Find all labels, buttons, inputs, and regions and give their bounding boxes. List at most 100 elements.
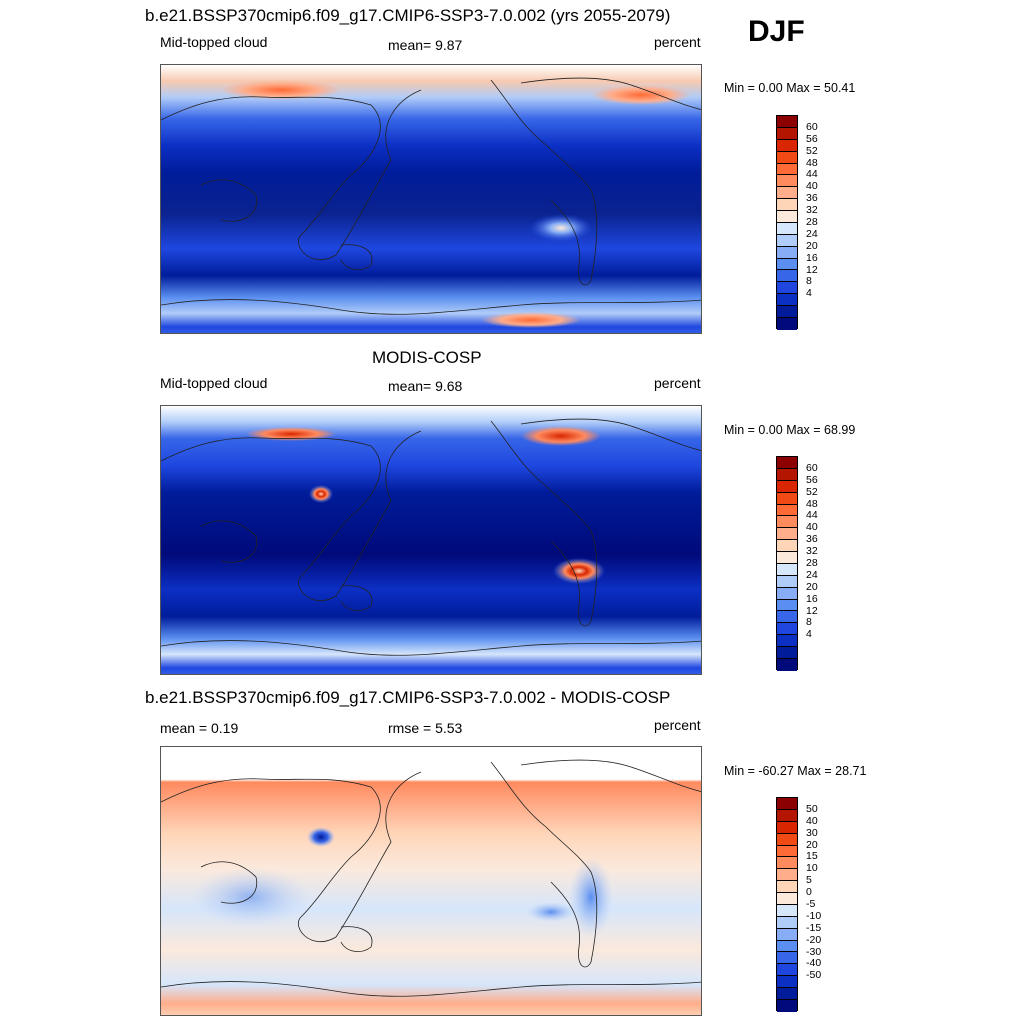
colorbar-swatch [777,964,797,977]
panel-2-minmax: Min = 0.00 Max = 68.99 [724,423,856,437]
colorbar-swatch [777,809,797,822]
colorbar-tick-label: 52 [806,144,818,157]
colorbar-tick-label: 5 [806,874,812,887]
colorbar-swatch [777,647,797,659]
colorbar-swatch [777,468,797,481]
colorbar-tick-label: 16 [806,251,818,264]
coastlines [161,418,701,656]
panel-3-map [160,746,702,1016]
colorbar-swatch [777,599,797,612]
colorbar-swatch [777,999,797,1012]
colorbar-tick-label: 12 [806,604,818,617]
colorbar-swatch [777,611,797,624]
colorbar-tick-label: 44 [806,509,818,522]
colorbar-tick-label: -40 [806,957,822,970]
colorbar-swatch [777,869,797,882]
colorbar-swatch [777,540,797,552]
colorbar-swatch [777,821,797,834]
colorbar-swatch [777,294,797,306]
panel-1-variable-label: Mid-topped cloud [160,34,268,50]
colorbar-tick-label: -20 [806,933,822,946]
coastlines [161,759,701,997]
colorbar-swatch [777,857,797,870]
colorbar-swatch [777,798,797,810]
colorbar-swatch [777,187,797,200]
panel-2-variable-label: Mid-topped cloud [160,375,268,391]
colorbar-swatch [777,116,797,128]
colorbar-tick-label: 40 [806,521,818,534]
colorbar-tick-label: 48 [806,156,818,169]
obs-cloud-map-graphic [161,406,701,674]
colorbar-swatch [777,234,797,247]
colorbar-tick-label: 60 [806,120,818,133]
panel-1-colorbar [776,115,798,330]
panel-2-title: MODIS-COSP [372,348,482,367]
panel-3-minmax: Min = -60.27 Max = 28.71 [724,764,867,778]
colorbar-swatch [777,563,797,576]
panel-2-colorbar [776,456,798,671]
colorbar-swatch [777,199,797,211]
colorbar-tick-label: 32 [806,204,818,217]
tibet-feature [309,485,333,503]
colorbar-tick-label: 60 [806,461,818,474]
colorbar-swatch [777,976,797,988]
colorbar-swatch [777,222,797,235]
colorbar-swatch [777,480,797,493]
colorbar-swatch [777,904,797,917]
colorbar-swatch [777,575,797,588]
colorbar-swatch [777,928,797,941]
colorbar-tick-label: 16 [806,592,818,605]
colorbar-tick-label: 32 [806,545,818,558]
colorbar-tick-label: 52 [806,485,818,498]
colorbar-tick-label: -5 [806,898,816,910]
colorbar-swatch [777,845,797,858]
colorbar-tick-label: 30 [806,826,818,839]
colorbar-swatch [777,587,797,600]
colorbar-swatch [777,211,797,223]
colorbar-swatch [777,988,797,1000]
colorbar-tick-label: 28 [806,216,818,228]
colorbar-swatch [777,916,797,929]
colorbar-swatch [777,175,797,188]
colorbar-swatch [777,163,797,176]
colorbar-tick-label: 15 [806,850,818,863]
colorbar-swatch [777,270,797,283]
colorbar-tick-label: 28 [806,557,818,569]
panel-1-map [160,64,702,334]
panel-2-units-label: percent [654,375,701,391]
colorbar-swatch [777,552,797,564]
colorbar-tick-label: 56 [806,132,818,145]
colorbar-tick-label: 20 [806,838,818,851]
colorbar-swatch [777,258,797,271]
colorbar-swatch [777,246,797,259]
colorbar-tick-label: 40 [806,180,818,193]
colorbar-tick-label: 44 [806,168,818,181]
colorbar-tick-label: -50 [806,969,822,982]
colorbar-tick-label: 56 [806,473,818,486]
stratocumulus-feature [529,214,593,242]
colorbar-swatch [777,282,797,295]
colorbar-tick-label: 20 [806,580,818,593]
tibet-bias-feature [307,827,335,847]
colorbar-tick-label: 10 [806,862,818,875]
model-cloud-map-graphic [161,65,701,333]
panel-3-rmse-label: rmse = 5.53 [388,720,463,736]
panel-3-mean-label: mean = 0.19 [160,720,239,736]
colorbar-tick-label: -15 [806,921,822,934]
colorbar-swatch [777,893,797,905]
colorbar-swatch [777,306,797,318]
panel-1-minmax: Min = 0.00 Max = 50.41 [724,81,856,95]
panel-1-units-label: percent [654,34,701,50]
panel-1-mean-label: mean= 9.87 [388,37,463,53]
colorbar-tick-label: 20 [806,239,818,252]
colorbar-swatch [777,623,797,636]
colorbar-swatch [777,528,797,541]
colorbar-tick-label: 36 [806,533,818,546]
colorbar-tick-label: 4 [806,287,812,300]
colorbar-tick-label: -10 [806,909,822,922]
colorbar-swatch [777,457,797,469]
colorbar-tick-label: 48 [806,497,818,510]
colorbar-tick-label: 40 [806,814,818,827]
colorbar-swatch [777,881,797,893]
colorbar-tick-label: -30 [806,945,822,958]
